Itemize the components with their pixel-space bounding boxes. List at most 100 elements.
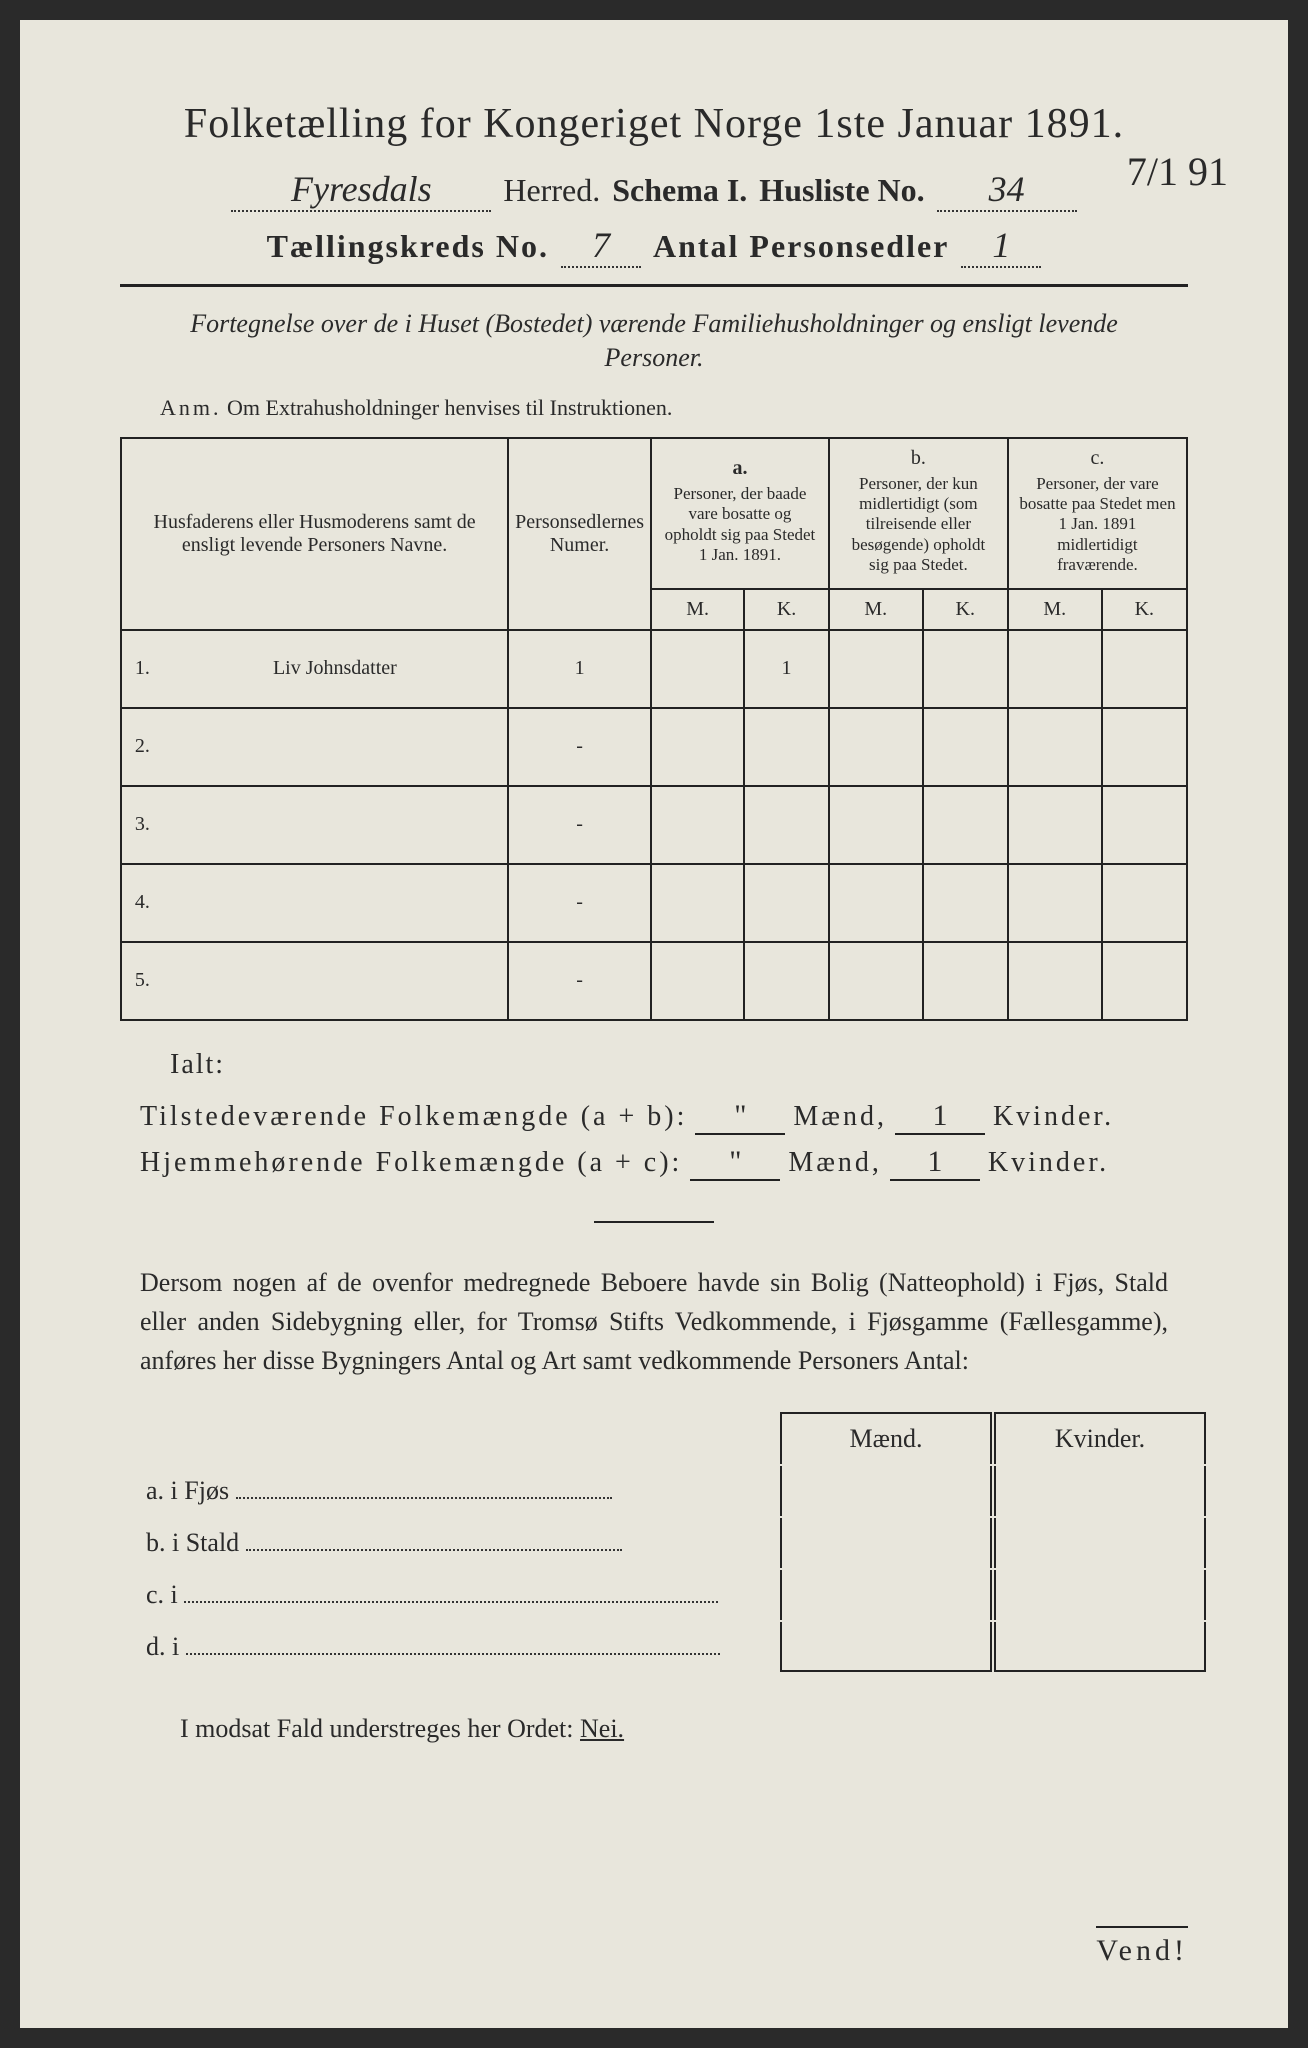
row-bM [829, 708, 923, 786]
row-cK [1102, 942, 1187, 1020]
kvinder-label: Kvinder. [993, 1101, 1114, 1133]
row-cM [1008, 630, 1102, 708]
row-numer: 1 [508, 630, 651, 708]
anm-label: Anm. [160, 395, 222, 420]
intro-text: Fortegnelse over de i Huset (Bostedet) v… [160, 307, 1148, 375]
sum1-label: Tilstedeværende Folkemængde (a + b): [140, 1101, 687, 1133]
row-name [163, 942, 509, 1020]
lower-c-label: c. i [146, 1580, 178, 1609]
sum2-m: " [690, 1145, 780, 1181]
kreds-label: Tællingskreds No. [267, 228, 549, 265]
sum1-m: " [695, 1099, 785, 1135]
herred-label: Herred. [503, 172, 600, 209]
row-num: 5. [121, 942, 163, 1020]
col-b-text: Personer, der kun midlertidigt (som tilr… [836, 470, 1001, 580]
col-b-label: b. [836, 447, 1001, 470]
row-bM [829, 786, 923, 864]
row-bM [829, 942, 923, 1020]
main-table: Husfaderens eller Husmoderens samt de en… [120, 437, 1188, 1021]
row-bK [923, 864, 1008, 942]
row-aM [651, 630, 744, 708]
row-num: 3. [121, 786, 163, 864]
sum-line-1: Tilstedeværende Folkemængde (a + b): " M… [140, 1099, 1188, 1135]
anm-line: Anm. Om Extrahusholdninger henvises til … [160, 395, 1148, 421]
c-m: M. [1008, 589, 1102, 630]
row-bK [923, 942, 1008, 1020]
row-name [163, 786, 509, 864]
page-title: Folketælling for Kongeriget Norge 1ste J… [120, 100, 1188, 148]
row-aM [651, 708, 744, 786]
row-name [163, 708, 509, 786]
col-names-header: Husfaderens eller Husmoderens samt de en… [121, 438, 508, 630]
lower-row-a: a. i Fjøs [142, 1466, 1206, 1516]
col-c-label: c. [1015, 447, 1180, 470]
antal-label: Antal Personsedler [653, 228, 949, 265]
header-row-2: Tællingskreds No. 7 Antal Personsedler 1 [120, 224, 1188, 268]
table-row: 5. - [121, 942, 1187, 1020]
nei-line: I modsat Fald understreges her Ordet: Ne… [180, 1714, 1168, 1744]
lower-b: b. i Stald [142, 1518, 778, 1568]
maend-label: Mænd, [793, 1101, 887, 1133]
row-cK [1102, 708, 1187, 786]
col-c-text: Personer, der vare bosatte paa Stedet me… [1015, 470, 1180, 580]
anm-text: Om Extrahusholdninger henvises til Instr… [227, 395, 672, 420]
lower-maend: Mænd. [780, 1412, 992, 1464]
row-name: Liv Johnsdatter [163, 630, 509, 708]
antal-value: 1 [961, 224, 1041, 268]
col-a-header: a. Personer, der baade vare bosatte og o… [651, 438, 829, 589]
row-bK [923, 630, 1008, 708]
lower-row-d: d. i [142, 1622, 1206, 1672]
lower-c: c. i [142, 1570, 778, 1620]
row-bM [829, 630, 923, 708]
sum1-k: 1 [895, 1099, 985, 1135]
divider [120, 284, 1188, 287]
row-num: 4. [121, 864, 163, 942]
lower-d-label: d. i [146, 1632, 179, 1661]
col-b-header: b. Personer, der kun midlertidigt (som t… [829, 438, 1008, 589]
col-numer-header: Personsedlernes Numer. [508, 438, 651, 630]
kreds-value: 7 [561, 224, 641, 268]
row-aK [744, 864, 829, 942]
row-cM [1008, 786, 1102, 864]
census-form-page: Folketælling for Kongeriget Norge 1ste J… [20, 20, 1288, 2028]
lower-header: Mænd. Kvinder. [142, 1412, 1206, 1464]
row-aM [651, 864, 744, 942]
sum2-k: 1 [890, 1145, 980, 1181]
b-k: K. [923, 589, 1008, 630]
herred-value: Fyresdals [231, 168, 491, 212]
schema-label: Schema I. [612, 172, 747, 209]
row-name [163, 864, 509, 942]
a-m: M. [651, 589, 744, 630]
lower-b-label: b. i Stald [146, 1528, 239, 1557]
col-a-text: Personer, der baade vare bosatte og opho… [658, 480, 822, 570]
husliste-label: Husliste No. [759, 172, 924, 209]
row-cK [1102, 786, 1187, 864]
row-bK [923, 708, 1008, 786]
lower-row-c: c. i [142, 1570, 1206, 1620]
vend-label: Vend! [1096, 1926, 1188, 1968]
margin-date-note: 7/1 91 [1127, 150, 1228, 194]
row-numer: - [508, 942, 651, 1020]
row-numer: - [508, 786, 651, 864]
row-bM [829, 864, 923, 942]
lower-table: Mænd. Kvinder. a. i Fjøs b. i Stald c. i [140, 1410, 1208, 1674]
table-header-row: Husfaderens eller Husmoderens samt de en… [121, 438, 1187, 589]
table-row: 1. Liv Johnsdatter 1 1 [121, 630, 1187, 708]
lower-d: d. i [142, 1622, 778, 1672]
lower-kvinder: Kvinder. [994, 1412, 1206, 1464]
paragraph: Dersom nogen af de ovenfor medregnede Be… [140, 1263, 1168, 1380]
lower-row-b: b. i Stald [142, 1518, 1206, 1568]
row-cM [1008, 864, 1102, 942]
row-aM [651, 942, 744, 1020]
row-num: 1. [121, 630, 163, 708]
b-m: M. [829, 589, 923, 630]
lower-a: a. i Fjøs [142, 1466, 778, 1516]
c-k: K. [1102, 589, 1187, 630]
row-cK [1102, 630, 1187, 708]
row-aK: 1 [744, 630, 829, 708]
row-aM [651, 786, 744, 864]
ialt-label: Ialt: [170, 1049, 1188, 1081]
row-cM [1008, 708, 1102, 786]
maend-label: Mænd, [788, 1147, 882, 1179]
row-aK [744, 708, 829, 786]
